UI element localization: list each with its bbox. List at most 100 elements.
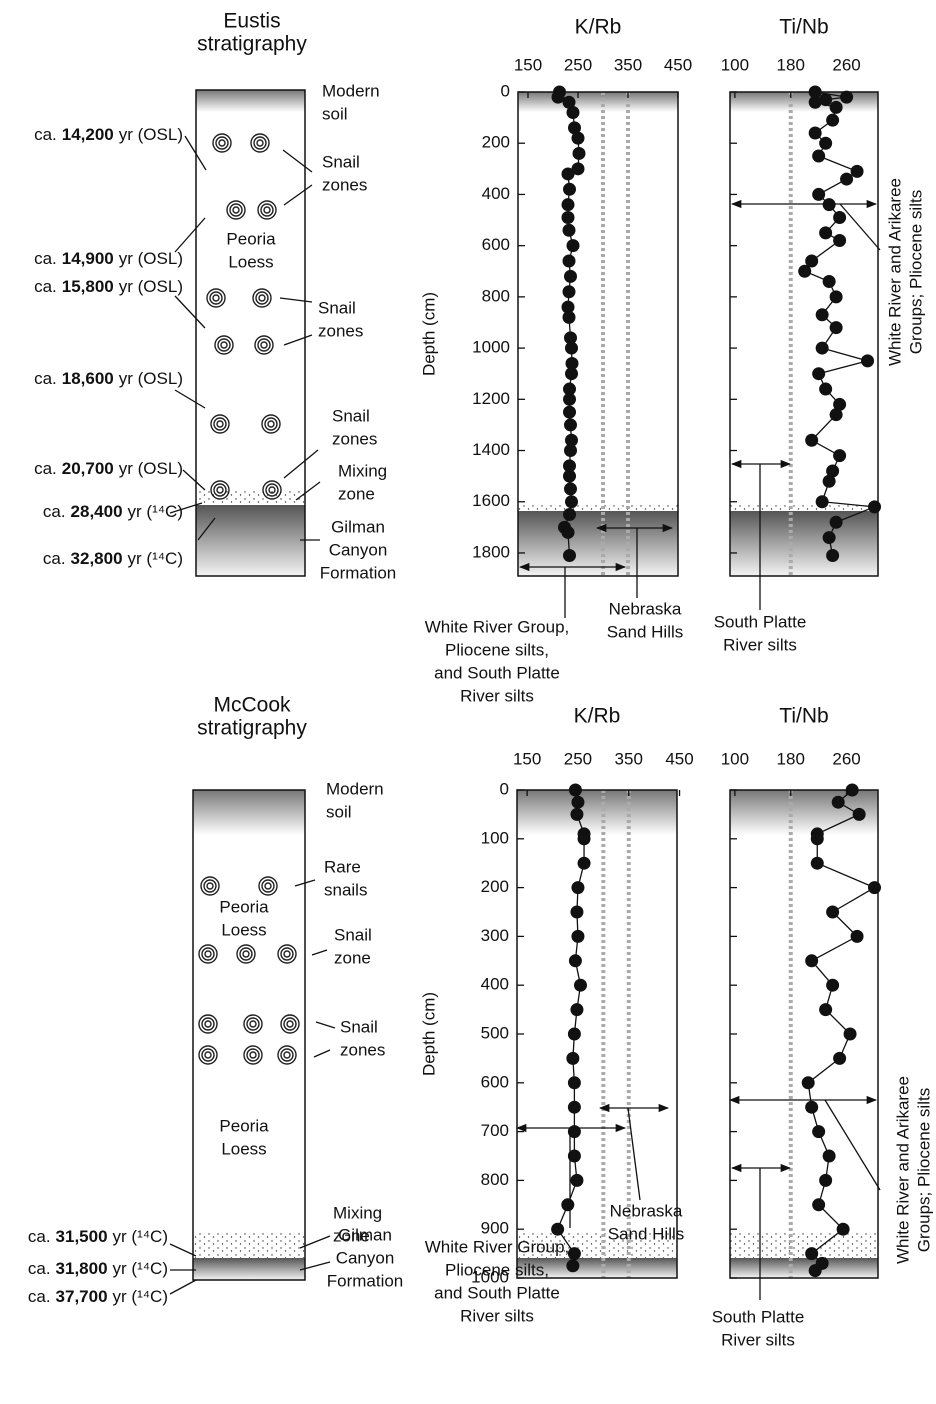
chart-title: Ti/Nb bbox=[779, 705, 828, 728]
data-point bbox=[832, 796, 845, 809]
date-age: 28,400 bbox=[71, 502, 123, 521]
x-tick-label: 180 bbox=[777, 55, 805, 74]
date-label: ca.15,800yr (OSL) bbox=[34, 277, 183, 296]
modern-soil bbox=[730, 92, 878, 112]
data-point bbox=[851, 930, 864, 943]
date-label: ca.20,700yr (OSL) bbox=[34, 459, 183, 478]
data-point bbox=[823, 275, 836, 288]
leader-line bbox=[312, 950, 327, 955]
data-point bbox=[565, 495, 578, 508]
data-point bbox=[564, 418, 577, 431]
data-point bbox=[561, 1198, 574, 1211]
data-point bbox=[826, 549, 839, 562]
data-point bbox=[563, 224, 576, 237]
data-point bbox=[805, 1247, 818, 1260]
data-point bbox=[578, 832, 591, 845]
data-point bbox=[812, 367, 825, 380]
data-point bbox=[562, 211, 575, 224]
data-point bbox=[868, 881, 881, 894]
date-age: 15,800 bbox=[62, 277, 114, 296]
data-point bbox=[563, 183, 576, 196]
data-point bbox=[851, 165, 864, 178]
unit-label: soil bbox=[326, 802, 352, 821]
x-tick-label: 150 bbox=[514, 55, 542, 74]
gilman-canyon bbox=[196, 505, 305, 576]
unit-label: Modern bbox=[326, 779, 384, 798]
annotation: White River Group, bbox=[425, 1237, 570, 1256]
data-point bbox=[819, 383, 832, 396]
date-prefix: ca. bbox=[43, 549, 66, 568]
data-point bbox=[568, 1247, 581, 1260]
y-tick-label: 600 bbox=[481, 1072, 509, 1091]
x-tick-label: 150 bbox=[513, 749, 541, 768]
annotation: South Platte bbox=[714, 612, 807, 631]
data-point bbox=[798, 265, 811, 278]
y-axis-label: Depth (cm) bbox=[419, 292, 438, 376]
data-point bbox=[823, 1150, 836, 1163]
data-point bbox=[809, 1264, 822, 1277]
date-prefix: ca. bbox=[34, 249, 57, 268]
mixing-zone bbox=[193, 1232, 305, 1258]
data-point bbox=[861, 354, 874, 367]
data-point bbox=[564, 444, 577, 457]
unit-label: zones bbox=[318, 321, 363, 340]
data-point bbox=[565, 342, 578, 355]
unit-label: Snail bbox=[334, 925, 372, 944]
data-point bbox=[853, 808, 866, 821]
data-point bbox=[578, 857, 591, 870]
leader-line bbox=[316, 1022, 335, 1028]
data-point bbox=[567, 239, 580, 252]
data-point bbox=[562, 198, 575, 211]
annotation: Sand Hills bbox=[607, 622, 684, 641]
mixing-zone bbox=[196, 490, 305, 505]
data-point bbox=[812, 1125, 825, 1138]
data-point bbox=[568, 1101, 581, 1114]
data-point bbox=[805, 1101, 818, 1114]
data-point bbox=[563, 470, 576, 483]
data-point bbox=[830, 101, 843, 114]
x-tick-label: 180 bbox=[777, 749, 805, 768]
data-point bbox=[572, 132, 585, 145]
data-point bbox=[570, 808, 583, 821]
y-tick-label: 500 bbox=[481, 1023, 509, 1042]
unit-label: Gilman bbox=[338, 1225, 392, 1244]
y-tick-label: 700 bbox=[481, 1121, 509, 1140]
data-point bbox=[816, 342, 829, 355]
y-tick-label: 400 bbox=[481, 975, 509, 994]
y-tick-label: 0 bbox=[501, 81, 510, 100]
y-tick-label: 900 bbox=[481, 1219, 509, 1238]
date-label: ca.31,500yr (¹⁴C) bbox=[28, 1227, 168, 1246]
data-point bbox=[566, 1052, 579, 1065]
date-age: 20,700 bbox=[62, 459, 114, 478]
data-point bbox=[823, 198, 836, 211]
unit-label: Snail bbox=[318, 298, 356, 317]
y-tick-label: 100 bbox=[481, 828, 509, 847]
y-tick-label: 600 bbox=[482, 235, 510, 254]
data-point bbox=[816, 495, 829, 508]
unit-label: Snail bbox=[340, 1017, 378, 1036]
x-tick-label: 250 bbox=[564, 749, 592, 768]
annotation: Sand Hills bbox=[608, 1224, 685, 1243]
unit-label: Snail bbox=[332, 406, 370, 425]
unit-label: zones bbox=[332, 429, 377, 448]
strat-title: stratigraphy bbox=[197, 33, 307, 56]
date-label: ca.32,800yr (¹⁴C) bbox=[43, 549, 183, 568]
data-point bbox=[811, 832, 824, 845]
date-age: 31,800 bbox=[56, 1259, 108, 1278]
data-point bbox=[833, 1052, 846, 1065]
data-point bbox=[823, 531, 836, 544]
data-point bbox=[568, 1028, 581, 1041]
y-tick-label: 1600 bbox=[472, 491, 510, 510]
annotation: River silts bbox=[460, 686, 534, 705]
date-prefix: ca. bbox=[34, 125, 57, 144]
unit-label: Canyon bbox=[329, 540, 388, 559]
modern-soil bbox=[193, 790, 305, 835]
date-suffix: yr (OSL) bbox=[119, 369, 183, 388]
data-point bbox=[819, 1003, 832, 1016]
x-tick-label: 350 bbox=[615, 749, 643, 768]
data-point bbox=[816, 308, 829, 321]
y-tick-label: 200 bbox=[482, 133, 510, 152]
data-point bbox=[805, 954, 818, 967]
